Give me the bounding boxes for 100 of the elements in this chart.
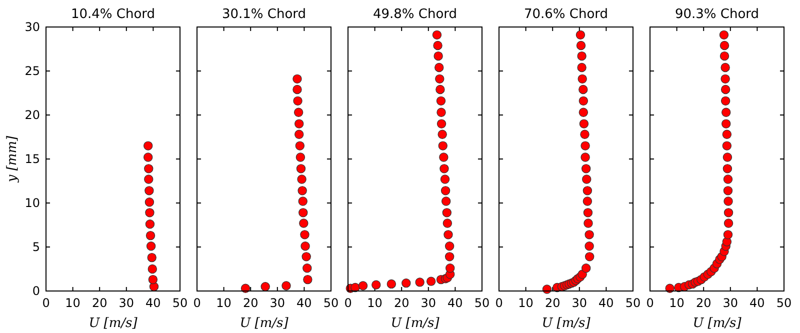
point <box>282 281 291 290</box>
point <box>440 164 449 174</box>
point <box>576 30 586 40</box>
point <box>723 186 733 196</box>
x-tick-label: 20 <box>544 296 560 310</box>
chart-title: 90.3% Chord <box>674 7 760 22</box>
point <box>292 74 302 84</box>
x-tick-label: 50 <box>474 296 490 310</box>
point <box>297 174 306 184</box>
point <box>298 208 308 218</box>
x-tick-label: 40 <box>750 296 765 310</box>
point <box>292 84 302 94</box>
y-tick-label: 5 <box>32 240 40 254</box>
point <box>296 152 306 162</box>
x-tick-label: 0 <box>42 296 50 310</box>
point <box>724 208 734 218</box>
point <box>145 208 154 218</box>
point <box>723 230 733 240</box>
y-axis-title: y [mm] <box>5 134 20 184</box>
point <box>435 74 444 84</box>
point <box>300 230 310 240</box>
point <box>440 174 450 184</box>
point <box>294 119 304 128</box>
point <box>436 96 446 106</box>
y-tick-label: 10 <box>24 196 40 210</box>
point <box>580 130 590 139</box>
point <box>146 230 156 240</box>
point <box>577 51 586 61</box>
point <box>436 119 446 128</box>
point <box>298 196 308 206</box>
point <box>439 152 448 162</box>
point <box>722 141 732 150</box>
x-axis-title: U [m/s] <box>692 316 742 331</box>
point <box>582 196 592 206</box>
chart-title: 49.8% Chord <box>372 7 458 22</box>
point <box>426 276 436 286</box>
point <box>719 30 729 40</box>
point <box>434 62 444 72</box>
point <box>302 252 311 262</box>
x-tick-label: 20 <box>696 296 712 310</box>
point <box>582 186 592 196</box>
point <box>303 274 312 284</box>
point <box>372 280 381 290</box>
point <box>302 264 312 273</box>
point <box>299 218 308 228</box>
point <box>724 196 733 206</box>
point <box>402 278 411 288</box>
point <box>720 84 730 94</box>
point <box>583 208 593 218</box>
x-tick-label: 20 <box>92 296 108 310</box>
x-axis-title: U [m/s] <box>390 316 440 331</box>
x-tick-label: 40 <box>448 296 463 310</box>
point <box>433 40 442 50</box>
x-tick-label: 30 <box>420 296 436 310</box>
x-tick-label: 50 <box>323 296 339 310</box>
point <box>722 108 731 117</box>
y-tick-label: 15 <box>24 152 40 166</box>
x-tick-label: 40 <box>296 296 312 310</box>
x-tick-label: 30 <box>270 296 286 310</box>
point <box>722 130 732 139</box>
point <box>723 174 733 184</box>
point <box>144 164 154 174</box>
x-tick-label: 20 <box>394 296 410 310</box>
point <box>446 264 455 273</box>
point <box>578 74 587 84</box>
x-tick-label: 10 <box>216 296 232 310</box>
point <box>720 96 730 106</box>
x-tick-label: 10 <box>367 296 382 310</box>
x-axis-title: U [m/s] <box>542 316 592 331</box>
point <box>444 230 453 240</box>
x-tick-label: 0 <box>646 296 654 310</box>
point <box>720 40 730 50</box>
point <box>260 282 270 292</box>
point <box>144 174 154 184</box>
x-tick-label: 40 <box>146 296 161 310</box>
y-tick-label: 0 <box>32 284 40 298</box>
point <box>434 51 443 61</box>
point <box>298 186 307 196</box>
point <box>294 130 304 139</box>
point <box>444 252 454 262</box>
x-tick-label: 0 <box>344 296 352 310</box>
point <box>582 264 591 273</box>
chart-title: 70.6% Chord <box>524 7 608 22</box>
point <box>441 196 451 206</box>
point <box>415 278 424 287</box>
chart-title: 10.4% Chord <box>70 7 156 22</box>
point <box>580 141 590 150</box>
chart-title: 30.1% Chord <box>222 7 306 22</box>
point <box>584 242 594 251</box>
point <box>296 164 306 174</box>
point <box>444 242 454 251</box>
point <box>720 62 730 72</box>
point <box>582 164 591 174</box>
point <box>722 119 731 128</box>
point <box>148 274 158 284</box>
y-tick-label: 30 <box>24 20 40 34</box>
point <box>386 279 396 289</box>
point <box>293 96 302 106</box>
point <box>438 130 447 139</box>
x-tick-label: 50 <box>776 296 792 310</box>
